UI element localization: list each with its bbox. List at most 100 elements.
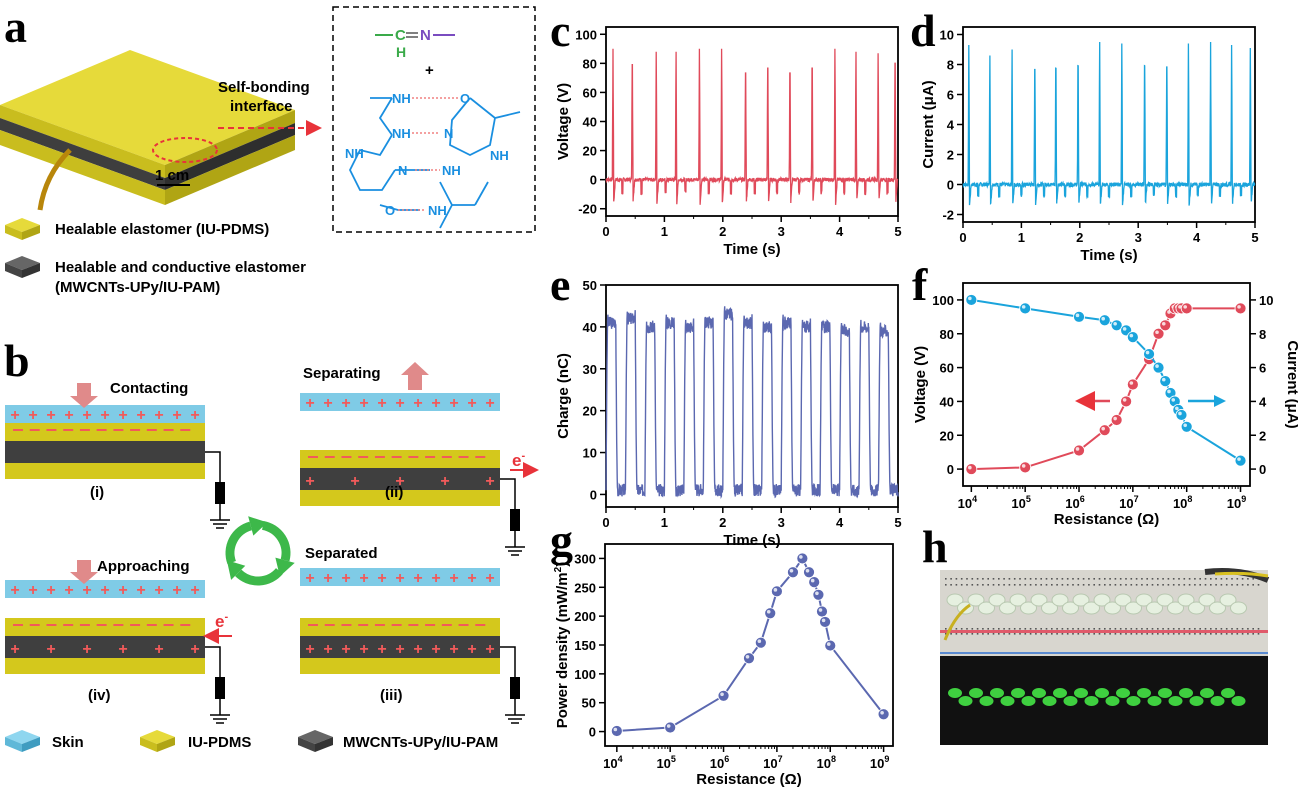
data-point-highlight: [1145, 350, 1150, 355]
positive-charge: +: [431, 570, 440, 587]
breadboard-hole: [1130, 633, 1133, 635]
data-point-highlight: [1155, 330, 1159, 335]
led-photo: [940, 568, 1270, 745]
breadboard-hole: [1215, 578, 1217, 580]
y-axis-label: Voltage (V): [555, 83, 572, 160]
breadboard-hole: [1141, 628, 1143, 630]
breadboard-hole: [1019, 628, 1021, 630]
negative-charge: [425, 624, 436, 626]
data-point: [1143, 348, 1155, 360]
negative-charge: [324, 624, 335, 626]
data-point-highlight: [745, 654, 750, 659]
wire: [500, 646, 516, 677]
induced-charge: +: [305, 641, 314, 658]
breadboard-hole: [1066, 633, 1069, 635]
induced-charge: +: [431, 641, 440, 658]
legend-b-conductive: MWCNTs-UPy/IU-PAM: [298, 730, 498, 752]
breadboard-hole: [1093, 578, 1095, 580]
led: [1230, 601, 1247, 615]
breadboard-hole: [1104, 584, 1106, 586]
breadboard-hole: [1045, 633, 1048, 635]
data-point: [812, 588, 825, 601]
breadboard-hole: [971, 578, 974, 580]
induced-charge: +: [118, 641, 127, 658]
chart-c: 0 1 2 3 4 5 -20 0 20 40 60 80 100 Time (s) Voltage (V): [555, 26, 902, 258]
data-point-highlight: [1167, 389, 1171, 394]
y-right-axis-label: Current (μA): [1284, 340, 1298, 428]
x-tick-label: 104: [958, 494, 977, 511]
led-lit: [990, 688, 1004, 698]
svg-text:NH: NH: [392, 126, 411, 141]
induced-charge: +: [485, 473, 494, 490]
data-point-highlight: [1155, 364, 1159, 368]
y-tick-label: 4: [947, 118, 955, 133]
conductive-layer: [5, 636, 205, 658]
data-point: [808, 576, 821, 588]
led-lit: [1137, 688, 1151, 698]
breadboard-hole: [960, 578, 963, 580]
roman-i: (i): [90, 484, 104, 501]
skin-layer: [300, 568, 500, 586]
breadboard-hole: [1008, 578, 1011, 580]
breadboard-hole: [1162, 633, 1164, 635]
breadboard-hole: [1204, 584, 1207, 586]
breadboard-hole: [1199, 628, 1201, 630]
breadboard-hole: [1045, 584, 1048, 586]
x-tick-label: 4: [836, 515, 844, 530]
data-point-highlight: [821, 618, 826, 623]
x-tick-label: 0: [602, 515, 609, 530]
induced-charge: +: [82, 641, 91, 658]
y-tick-label: 200: [574, 609, 596, 624]
breadboard-hole: [1119, 578, 1122, 580]
breadboard-hole: [1029, 584, 1032, 586]
led-lit: [1116, 688, 1130, 698]
positive-charge: +: [10, 407, 19, 424]
positive-charge: +: [413, 395, 422, 412]
positive-charge: +: [82, 582, 91, 599]
data-point: [1019, 302, 1032, 315]
svg-text:(MWCNTs-UPy/IU-PAM): (MWCNTs-UPy/IU-PAM): [55, 279, 220, 296]
y-tick-label: 30: [583, 362, 597, 377]
series-line: [605, 306, 899, 500]
breadboard-hole: [1104, 633, 1106, 635]
negative-charge: [63, 429, 74, 431]
roman-ii: (ii): [385, 484, 403, 501]
breadboard-hole: [1162, 578, 1164, 580]
breadboard-hole: [1183, 633, 1186, 635]
resistor-icon: [510, 677, 520, 699]
breadboard-hole: [1003, 633, 1005, 635]
data-point-highlight: [815, 591, 819, 596]
y-tick-label: 20: [940, 428, 954, 443]
breadboard-hole: [1247, 633, 1249, 635]
breadboard-hole: [1056, 628, 1058, 630]
breadboard-hole: [1172, 584, 1175, 586]
x-tick-label: 108: [817, 754, 836, 771]
data-point: [1180, 420, 1193, 433]
data-point: [787, 566, 799, 579]
cycle-arrow-icon: [225, 521, 253, 565]
y-tick-label: 250: [574, 580, 596, 595]
series-line-0: [616, 556, 885, 732]
led-lit: [1210, 696, 1225, 706]
y-tick-label: 300: [574, 551, 596, 566]
data-point: [1098, 424, 1111, 437]
svg-text:O: O: [460, 91, 470, 106]
data-point-highlight: [613, 727, 618, 732]
breadboard-hole: [1183, 584, 1186, 586]
data-point-highlight: [1237, 457, 1241, 461]
negative-charge: [79, 624, 90, 626]
led: [1009, 593, 1027, 607]
conductive-layer: [300, 636, 500, 658]
y-tick-label: -2: [942, 208, 954, 223]
led: [1114, 593, 1132, 607]
breadboard-hole: [950, 584, 952, 586]
breadboard-hole: [1130, 578, 1133, 580]
breadboard-hole: [960, 633, 963, 635]
series-line: [962, 41, 1256, 206]
pdms-layer: [300, 450, 500, 468]
breadboard-hole: [1019, 584, 1021, 586]
data-point-highlight: [773, 588, 778, 592]
chemical-structure: C H N + NH O NH N NH NH N NH O NH: [332, 6, 536, 233]
y-tick-label: 50: [582, 696, 596, 711]
data-point-highlight: [799, 555, 803, 559]
